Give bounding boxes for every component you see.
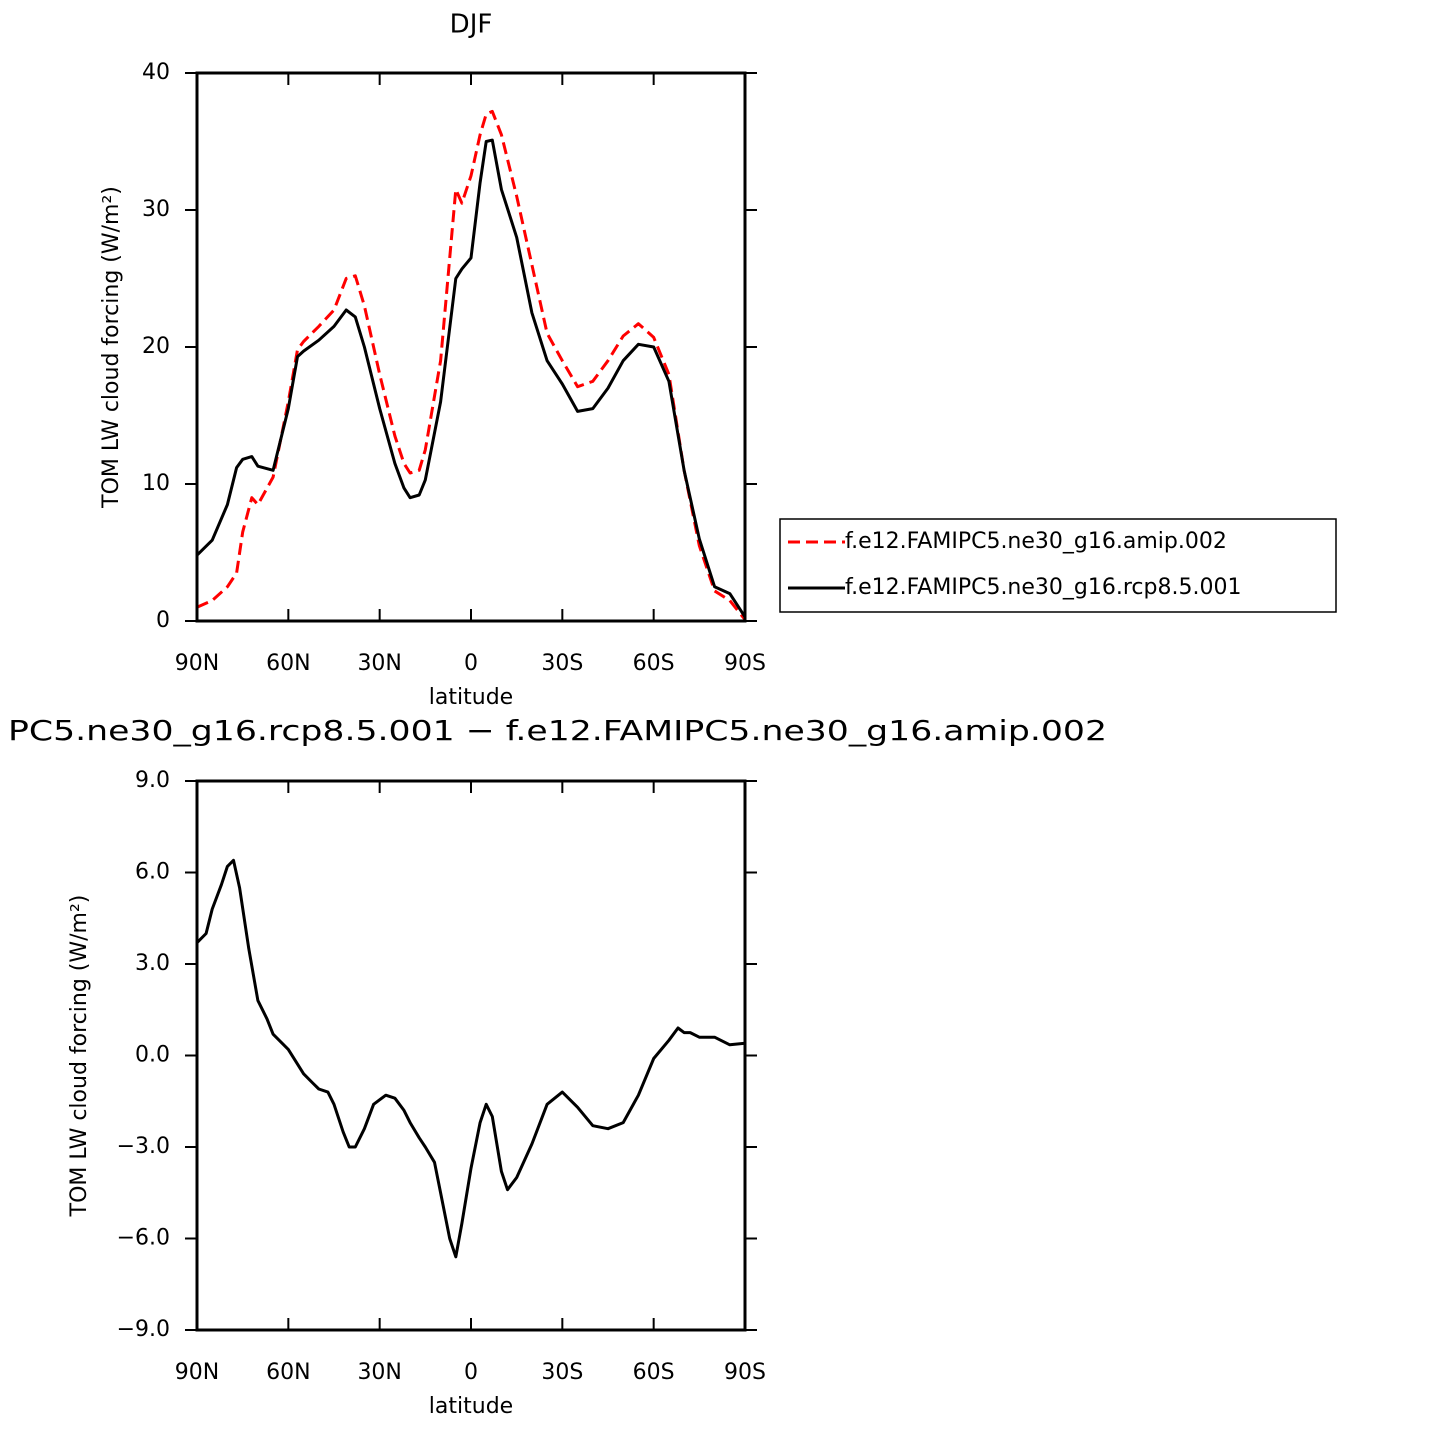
y-tick-label: 40 bbox=[142, 60, 170, 85]
x-tick-label: 90S bbox=[724, 651, 766, 676]
y-tick-label: −6.0 bbox=[117, 1226, 170, 1251]
y-axis-label: TOM LW cloud forcing (W/m²) bbox=[67, 895, 92, 1218]
y-tick-label: 20 bbox=[142, 334, 170, 359]
y-tick-label: 10 bbox=[142, 471, 170, 496]
x-tick-label: 90N bbox=[175, 651, 219, 676]
y-tick-label: 0.0 bbox=[135, 1043, 170, 1068]
series-line bbox=[195, 858, 746, 1259]
x-tick-label: 90S bbox=[724, 1360, 766, 1385]
x-tick-label: 30S bbox=[541, 651, 583, 676]
legend-label: f.e12.FAMIPC5.ne30_g16.rcp8.5.001 bbox=[845, 575, 1241, 600]
y-tick-label: −3.0 bbox=[117, 1134, 170, 1159]
x-tick-label: 60S bbox=[633, 1360, 675, 1385]
y-tick-label: 3.0 bbox=[135, 951, 170, 976]
legend-label: f.e12.FAMIPC5.ne30_g16.amip.002 bbox=[845, 529, 1227, 554]
chart-title: DJF bbox=[450, 10, 493, 40]
x-axis-label: latitude bbox=[429, 685, 513, 710]
plot-frame bbox=[195, 71, 747, 623]
x-tick-label: 30N bbox=[357, 1360, 401, 1385]
x-tick-label: 0 bbox=[464, 651, 478, 676]
y-tick-label: 30 bbox=[142, 197, 170, 222]
x-tick-label: 60N bbox=[266, 651, 310, 676]
series-line bbox=[195, 138, 747, 618]
legend-box bbox=[779, 518, 1337, 613]
y-axis-label: TOM LW cloud forcing (W/m²) bbox=[99, 186, 124, 509]
x-tick-label: 30S bbox=[541, 1360, 583, 1385]
plot-frame bbox=[195, 779, 747, 1332]
chart-title: PC5.ne30_g16.rcp8.5.001 − f.e12.FAMIPC5.… bbox=[8, 714, 1107, 747]
y-tick-label: 0 bbox=[156, 608, 170, 633]
x-tick-label: 30N bbox=[357, 651, 401, 676]
y-tick-label: 6.0 bbox=[135, 860, 170, 885]
x-axis-label: latitude bbox=[429, 1394, 513, 1419]
x-tick-label: 60N bbox=[266, 1360, 310, 1385]
x-tick-label: 0 bbox=[464, 1360, 478, 1385]
x-tick-label: 60S bbox=[633, 651, 675, 676]
y-tick-label: 9.0 bbox=[135, 768, 170, 793]
x-tick-label: 90N bbox=[175, 1360, 219, 1385]
y-tick-label: −9.0 bbox=[117, 1317, 170, 1342]
